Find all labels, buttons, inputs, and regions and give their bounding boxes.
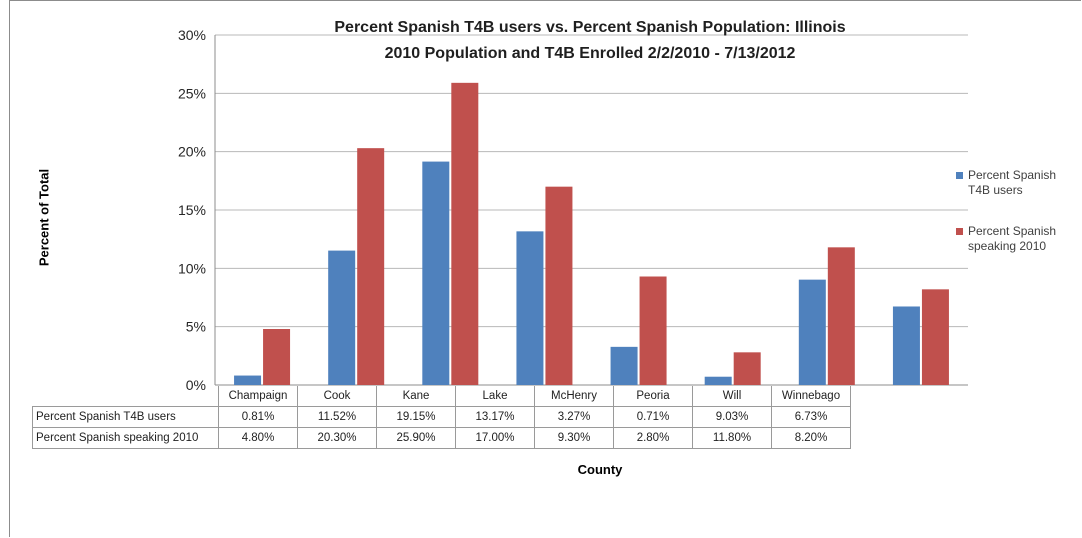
bar-spanish-speaking-mchenry [639, 276, 667, 385]
legend-item-t4b-users: Percent Spanish T4B users [956, 168, 1078, 198]
chart-data-table: Champaign Cook Kane Lake McHenry Peoria … [32, 386, 851, 449]
table-row-header: Percent Spanish speaking 2010 [32, 427, 219, 449]
y-tick-label: 5% [186, 319, 206, 335]
table-cell: 0.71% [613, 406, 693, 428]
table-cell: 11.80% [692, 427, 772, 449]
table-cell: 20.30% [297, 427, 377, 449]
y-axis-label: Percent of Total [36, 168, 52, 267]
y-tick-label: 20% [178, 144, 206, 160]
table-row-header: Percent Spanish T4B users [32, 406, 219, 428]
table-row: Percent Spanish T4B users 0.81% 11.52% 1… [32, 406, 851, 428]
table-header-row: Champaign Cook Kane Lake McHenry Peoria … [33, 386, 851, 407]
table-cell: 4.80% [218, 427, 298, 449]
table-cell: 6.73% [771, 406, 851, 428]
table-cell: 3.27% [534, 406, 614, 428]
chart-title: Percent Spanish T4B users vs. Percent Sp… [334, 19, 846, 36]
bar-t4b-users-kane [422, 161, 450, 385]
table-cell: 19.15% [376, 406, 456, 428]
table-cell: 9.03% [692, 406, 772, 428]
bar-spanish-speaking-kane [451, 82, 479, 385]
x-axis-label: County [577, 462, 623, 477]
bar-spanish-speaking-lake [545, 186, 573, 385]
bar-t4b-users-champaign [234, 375, 262, 385]
category-label: Will [692, 386, 772, 407]
category-label: Champaign [218, 386, 298, 407]
y-tick-label: 25% [178, 85, 206, 101]
table-cell: 0.81% [218, 406, 298, 428]
table-cell: 9.30% [534, 427, 614, 449]
chart-subtitle: 2010 Population and T4B Enrolled 2/2/201… [384, 45, 796, 62]
bar-t4b-users-peoria [704, 376, 732, 385]
legend-item-spanish-speaking: Percent Spanish speaking 2010 [956, 224, 1078, 254]
legend-label: Percent Spanish T4B users [968, 168, 1057, 197]
bar-t4b-users-winnebago [892, 306, 920, 385]
table-corner [33, 386, 219, 407]
category-label: Cook [297, 386, 377, 407]
bar-t4b-users-mchenry [610, 346, 638, 385]
category-label: Winnebago [771, 386, 851, 407]
bar-t4b-users-will [798, 279, 826, 385]
category-label: Kane [376, 386, 456, 407]
table-cell: 25.90% [376, 427, 456, 449]
table-cell: 11.52% [297, 406, 377, 428]
y-tick-label: 30% [178, 27, 206, 43]
category-label: Peoria [613, 386, 693, 407]
bar-spanish-speaking-winnebago [921, 289, 949, 385]
table-cell: 2.80% [613, 427, 693, 449]
bar-t4b-users-cook [328, 250, 356, 385]
bar-spanish-speaking-peoria [733, 352, 761, 385]
y-tick-label: 15% [178, 202, 206, 218]
bar-t4b-users-lake [516, 231, 544, 385]
table-cell: 8.20% [771, 427, 851, 449]
category-label: McHenry [534, 386, 614, 407]
category-label: Lake [455, 386, 535, 407]
legend-swatch-blue [956, 172, 963, 179]
table-row: Percent Spanish speaking 2010 4.80% 20.3… [32, 427, 851, 449]
y-tick-label: 10% [178, 260, 206, 276]
chart-frame [9, 0, 1081, 537]
bar-spanish-speaking-champaign [263, 329, 291, 385]
bar-spanish-speaking-will [827, 247, 855, 385]
table-cell: 17.00% [455, 427, 535, 449]
table-cell: 13.17% [455, 406, 535, 428]
y-tick-label: 0% [186, 377, 206, 393]
legend-label: Percent Spanish speaking 2010 [968, 224, 1057, 253]
legend-swatch-red [956, 228, 963, 235]
bar-spanish-speaking-cook [357, 148, 385, 385]
